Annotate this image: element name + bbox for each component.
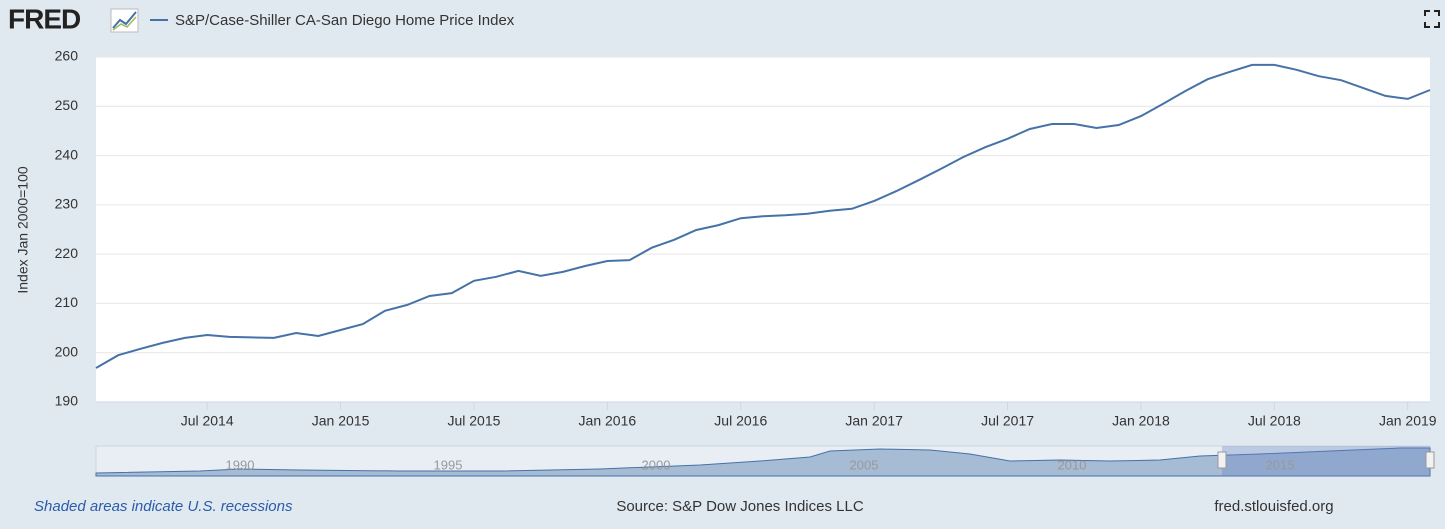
- y-tick-label: 190: [55, 393, 79, 409]
- y-tick-label: 230: [55, 196, 79, 212]
- logo-icon: [110, 8, 139, 33]
- x-tick-label: Jan 2018: [1112, 413, 1170, 429]
- recession-note: Shaded areas indicate U.S. recessions: [34, 498, 293, 515]
- y-tick-label: 240: [55, 146, 79, 162]
- x-tick-label: Jul 2018: [1248, 413, 1301, 429]
- series-line: [95, 63, 1431, 369]
- navigator[interactable]: 1990 1995 2000 2005 2010 2015: [95, 445, 1435, 477]
- x-tick-label: Jan 2019: [1379, 413, 1437, 429]
- plot-area: [96, 57, 1430, 402]
- x-tick-label: Jul 2015: [447, 413, 500, 429]
- x-tick-label: Jul 2016: [714, 413, 767, 429]
- source: Source: S&P Dow Jones Indices LLC: [616, 498, 864, 515]
- navigator-label: 2005: [850, 457, 879, 472]
- x-tick-label: Jul 2014: [181, 413, 234, 429]
- site-link[interactable]: fred.stlouisfed.org: [1214, 498, 1333, 515]
- logo: FRED: [8, 3, 81, 34]
- y-tick-label: 220: [55, 245, 79, 261]
- x-tick-label: Jan 2017: [845, 413, 903, 429]
- y-axis-label: Index Jan 2000=100: [15, 166, 31, 293]
- navigator-label: 2010: [1058, 457, 1087, 472]
- y-tick-label: 200: [55, 343, 79, 359]
- x-tick-label: Jan 2015: [312, 413, 370, 429]
- x-tick-label: Jul 2017: [981, 413, 1034, 429]
- navigator-label: 2015: [1266, 457, 1295, 472]
- y-tick-label: 250: [55, 97, 79, 113]
- y-tick-label: 260: [55, 48, 79, 64]
- navigator-label: 1995: [434, 457, 463, 472]
- legend-label: S&P/Case-Shiller CA-San Diego Home Price…: [175, 12, 515, 29]
- navigator-label: 1990: [226, 457, 255, 472]
- x-tick-label: Jan 2016: [579, 413, 637, 429]
- y-tick-label: 210: [55, 294, 79, 310]
- fullscreen-icon[interactable]: [1424, 10, 1440, 28]
- navigator-label: 2000: [642, 457, 671, 472]
